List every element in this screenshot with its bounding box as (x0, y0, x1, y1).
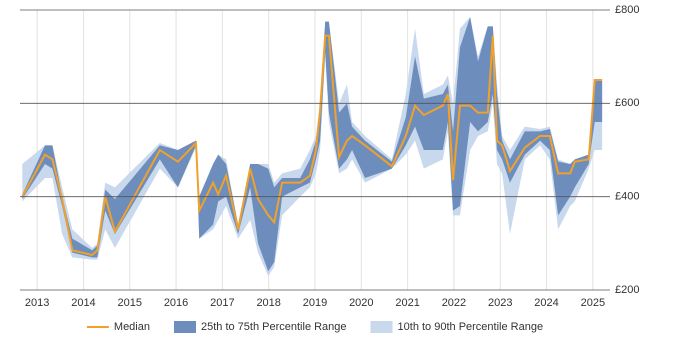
legend-symbol (173, 321, 196, 333)
x-tick-label: 2020 (349, 297, 373, 309)
x-tick-label: 2025 (581, 297, 605, 309)
x-tick-label: 2013 (25, 297, 49, 309)
x-tick-label: 2019 (303, 297, 327, 309)
y-tick-label: £200 (615, 284, 639, 296)
x-tick-label: 2014 (71, 297, 95, 309)
x-tick-label: 2016 (164, 297, 188, 309)
y-tick-label: £800 (615, 4, 639, 16)
x-tick-label: 2023 (488, 297, 512, 309)
legend-label: 25th to 75th Percentile Range (201, 321, 347, 333)
x-tick-label: 2017 (210, 297, 234, 309)
x-tick-label: 2024 (534, 297, 558, 309)
x-tick-label: 2021 (395, 297, 419, 309)
x-tick-label: 2015 (118, 297, 142, 309)
legend-symbol (370, 321, 393, 333)
y-tick-label: £400 (615, 191, 639, 203)
y-tick-label: £600 (615, 97, 639, 109)
legend-label: 10th to 90th Percentile Range (398, 321, 544, 333)
legend-label: Median (114, 321, 150, 333)
percentile-band (22, 17, 603, 272)
x-tick-label: 2022 (442, 297, 466, 309)
median-line (21, 34, 603, 257)
x-tick-label: 2018 (256, 297, 280, 309)
